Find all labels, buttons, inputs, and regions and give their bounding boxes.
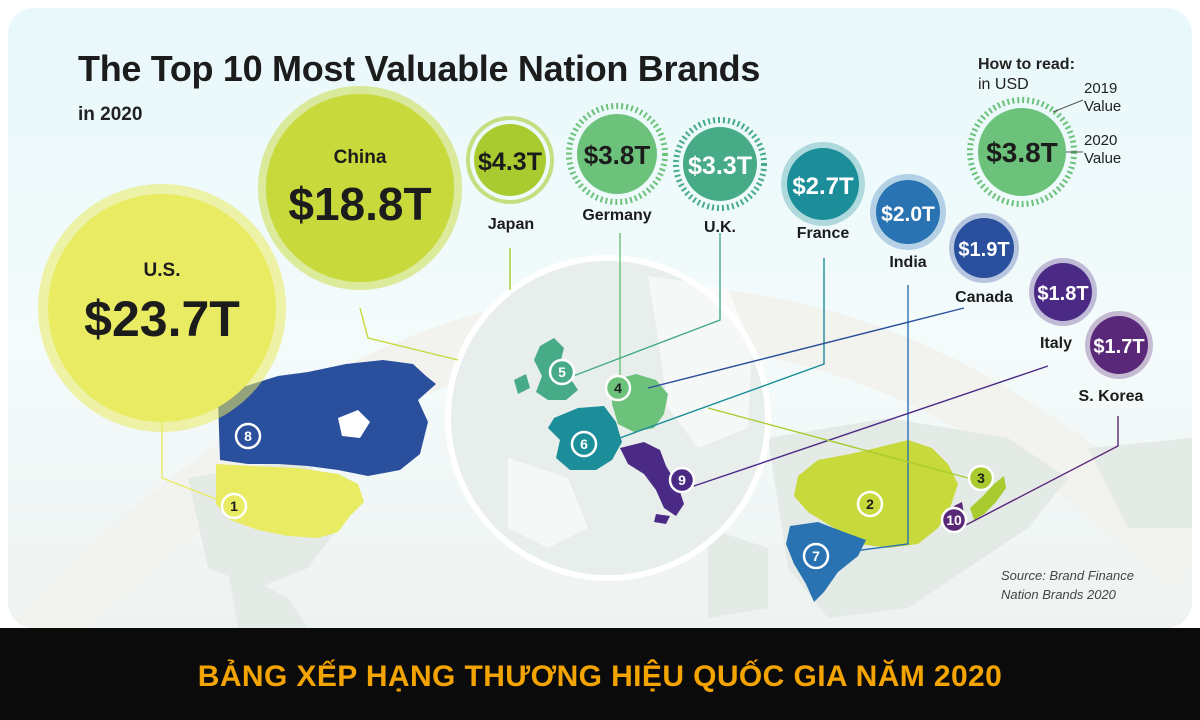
leader-lines: [161, 233, 1119, 557]
page-subtitle: in 2020: [78, 104, 143, 125]
map-canada: [218, 360, 436, 476]
rank-label-4: 4: [614, 380, 622, 396]
bottom-bar: [0, 628, 1200, 720]
bubble-us: U.S. $23.7T: [38, 184, 286, 432]
bubble-uk: $3.3T U.K.: [673, 117, 767, 236]
bubble-value-skorea: $1.7T: [1093, 336, 1144, 358]
source-note: Source: Brand Finance Nation Brands 2020: [1001, 568, 1134, 602]
bubble-value-canada: $1.9T: [958, 239, 1009, 261]
bubble-japan: $4.3T Japan: [466, 116, 554, 233]
bubble-name-skorea: S. Korea: [1079, 388, 1144, 405]
rank-marker-4: 4: [604, 374, 632, 402]
legend-outer-label: 2019 Value: [1084, 80, 1122, 115]
bubble-name-china: China: [334, 147, 387, 168]
bubble-india: $2.0T India: [870, 174, 946, 271]
infographic-card: $3.8T U.S. $23.7T China $18.8T $4.3T: [8, 8, 1192, 628]
rank-label-6: 6: [580, 436, 588, 452]
inset-background-land: [508, 276, 752, 548]
vietnamese-banner: BẢNG XẾP HẠNG THƯƠNG HIỆU QUỐC GIA NĂM 2…: [197, 660, 1003, 693]
rank-marker-3: 3: [967, 464, 995, 492]
rank-label-2: 2: [866, 496, 874, 512]
rank-marker-7: 7: [802, 542, 830, 570]
bubble-value-italy: $1.8T: [1037, 283, 1088, 305]
rank-marker-5: 5: [548, 358, 576, 386]
legend-title: How to read:: [978, 56, 1075, 73]
bubble-name-germany: Germany: [582, 207, 651, 224]
map-us: [216, 464, 364, 538]
rank-label-1: 1: [230, 498, 238, 514]
rank-label-8: 8: [244, 428, 252, 444]
rank-marker-1: 1: [220, 492, 248, 520]
map-artwork: $3.8T U.S. $23.7T China $18.8T $4.3T: [8, 8, 1192, 628]
map-ireland: [514, 374, 530, 394]
rank-label-5: 5: [558, 364, 566, 380]
bubble-name-uk: U.K.: [704, 219, 736, 236]
bubble-france: $2.7T France: [781, 142, 865, 242]
bubble-name-canada: Canada: [955, 289, 1013, 306]
rank-marker-9: 9: [668, 466, 696, 494]
bubble-value-us: $23.7T: [84, 291, 240, 347]
legend-inner-label: 2020 Value: [1084, 132, 1122, 167]
rank-label-7: 7: [812, 548, 820, 564]
legend-sample-value: $3.8T: [986, 137, 1058, 168]
rank-label-10: 10: [946, 512, 962, 528]
bubble-skorea: $1.7T S. Korea: [1079, 311, 1153, 405]
rank-label-3: 3: [977, 470, 985, 486]
bubble-value-germany: $3.8T: [584, 140, 651, 170]
map-japan: [970, 476, 1006, 520]
rank-marker-8: 8: [234, 422, 262, 450]
map-sicily: [654, 514, 670, 524]
rank-marker-6: 6: [570, 430, 598, 458]
bubble-value-uk: $3.3T: [688, 152, 752, 180]
rank-marker-10: 10: [940, 506, 968, 534]
map-italy: [620, 442, 684, 516]
page-title: The Top 10 Most Valuable Nation Brands: [78, 48, 761, 89]
bubble-value-japan: $4.3T: [478, 148, 542, 176]
bubble-italy: $1.8T Italy: [1029, 258, 1097, 352]
bubble-germany: $3.8T Germany: [566, 103, 668, 224]
bubble-name-india: India: [889, 254, 926, 271]
bubble-value-france: $2.7T: [792, 173, 854, 200]
bubble-value-china: $18.8T: [288, 178, 431, 230]
bubble-name-japan: Japan: [488, 216, 534, 233]
bubble-name-france: France: [797, 225, 850, 242]
bubble-china: China $18.8T: [258, 86, 462, 290]
legend-bubble: $3.8T: [967, 97, 1084, 207]
bubble-name-us: U.S.: [144, 260, 181, 281]
rank-label-9: 9: [678, 472, 686, 488]
rank-marker-2: 2: [856, 490, 884, 518]
legend-unit: in USD: [978, 76, 1029, 93]
hudson-bay: [338, 410, 370, 438]
bubble-name-italy: Italy: [1040, 335, 1072, 352]
bubble-value-india: $2.0T: [881, 203, 935, 226]
bubble-canada: $1.9T Canada: [949, 213, 1019, 306]
